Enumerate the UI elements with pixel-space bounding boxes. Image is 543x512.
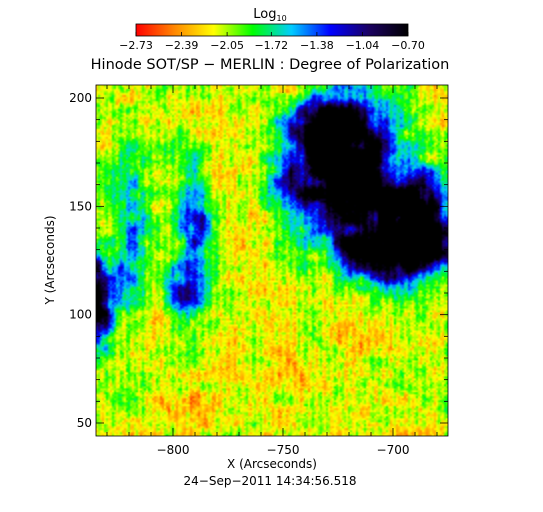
- axis-ticks: −800 −750 −700 50 100 150 200: [69, 85, 448, 457]
- colorbar-tick-label: −0.70: [391, 39, 425, 52]
- colorbar-tick-label: −2.39: [165, 39, 199, 52]
- y-axis-label: Y (Arcseconds): [43, 215, 57, 305]
- heatmap: [96, 85, 448, 436]
- colorbar-ticks: −2.73 −2.39 −2.05 −1.72 −1.38 −1.04 −0.70: [119, 32, 425, 52]
- timestamp: 24−Sep−2011 14:34:56.518: [184, 474, 357, 488]
- chart-title: Hinode SOT/SP − MERLIN : Degree of Polar…: [91, 57, 450, 73]
- plot-frame: [95, 84, 449, 437]
- colorbar-title: Log10: [253, 7, 286, 23]
- colorbar-tick-label: −1.38: [300, 39, 334, 52]
- colorbar-tick-label: −2.05: [210, 39, 244, 52]
- x-tick-label: −800: [157, 443, 190, 457]
- x-axis-label: X (Arcseconds): [227, 457, 317, 471]
- y-tick-label: 200: [69, 91, 92, 105]
- y-tick-label: 50: [77, 416, 92, 430]
- heatmap-image: [96, 85, 448, 436]
- x-tick-label: −750: [267, 443, 300, 457]
- colorbar-tick-label: −1.04: [346, 39, 380, 52]
- colorbar: [135, 23, 409, 37]
- colorbar-tick-label: −2.73: [119, 39, 153, 52]
- x-tick-label: −700: [377, 443, 410, 457]
- y-tick-label: 100: [69, 308, 92, 322]
- y-tick-label: 150: [69, 199, 92, 213]
- colorbar-tick-label: −1.72: [254, 39, 288, 52]
